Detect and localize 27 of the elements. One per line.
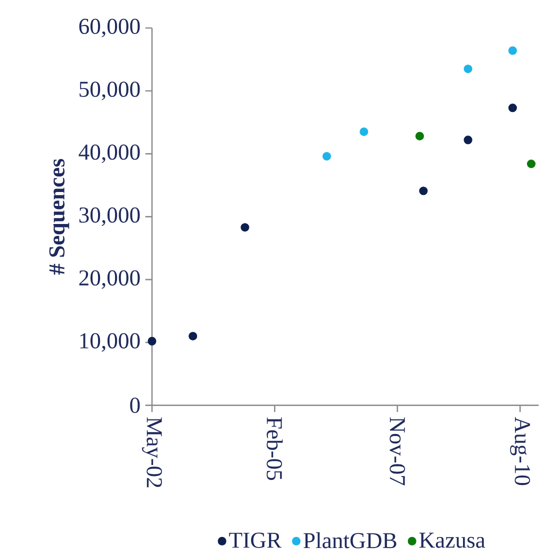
point (240, 223, 250, 232)
y-tick-label: 0 (130, 398, 140, 413)
point (322, 152, 332, 161)
point (419, 186, 428, 196)
y-tick-label: 30,000 (80, 207, 140, 226)
point (508, 46, 518, 55)
point (508, 104, 518, 112)
y-tick-label: 10,000 (80, 333, 140, 352)
y-tick-label: 50,000 (80, 82, 140, 100)
point (188, 332, 198, 340)
y-axis-title: # Sequences (49, 159, 70, 275)
y-tick-label: 40,000 (78, 144, 140, 164)
legend-label: TIGR (229, 532, 282, 548)
x-tick-label: Nov-07 (390, 417, 406, 486)
x-tick-label: Aug-10 (510, 416, 530, 486)
point (360, 127, 368, 136)
x-tick-label: May-02 (142, 417, 162, 488)
point (416, 132, 424, 140)
legend-label: Kazusa (420, 532, 486, 548)
legend-label: PlantGDB (304, 532, 396, 548)
y-tick-label: 20,000 (79, 270, 140, 289)
x-tick-label: Feb-05 (266, 417, 283, 480)
point (464, 64, 472, 74)
point (464, 136, 472, 144)
point (527, 160, 536, 168)
y-tick-label: 60,000 (79, 18, 140, 38)
point (148, 336, 156, 346)
